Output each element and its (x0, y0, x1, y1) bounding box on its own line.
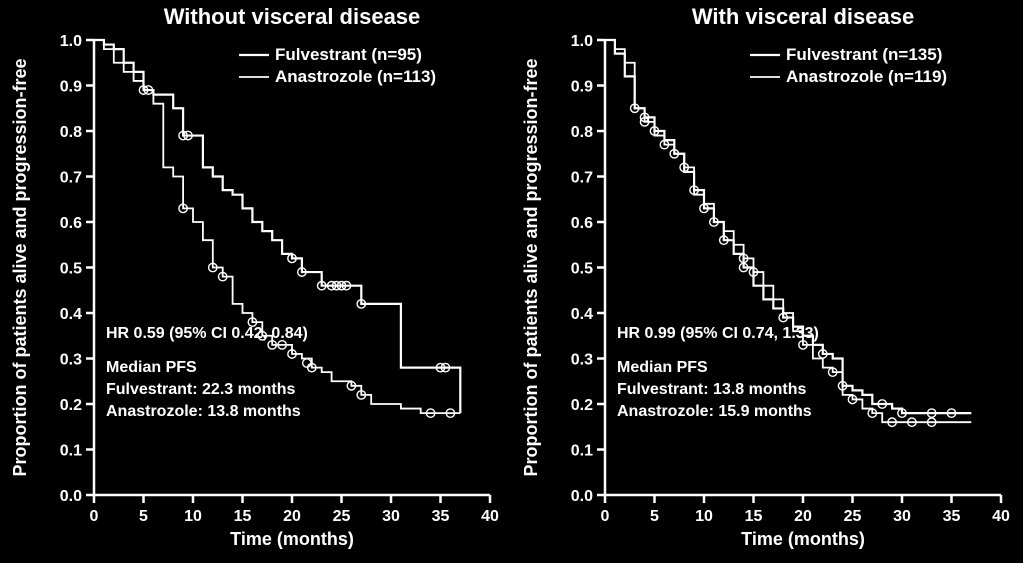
annotation-line: Fulvestrant: 22.3 months (106, 381, 295, 398)
y-tick-label: 0.8 (60, 124, 82, 141)
x-tick-label: 20 (794, 508, 812, 525)
x-tick-label: 40 (481, 508, 499, 525)
x-tick-label: 5 (650, 508, 659, 525)
panel-title: With visceral disease (692, 4, 914, 29)
y-tick-label: 0.5 (571, 261, 593, 278)
annotation-line: Anastrozole: 13.8 months (106, 403, 301, 420)
y-tick-label: 0.1 (571, 443, 593, 460)
y-axis-label: Proportion of patients alive and progres… (10, 58, 30, 476)
x-tick-label: 25 (333, 508, 351, 525)
y-tick-label: 0.5 (60, 261, 82, 278)
y-axis-label: Proportion of patients alive and progres… (521, 58, 541, 476)
annotation-line: HR 0.99 (95% CI 0.74, 1.33) (617, 325, 819, 342)
km-curve-fulvestrant (94, 40, 460, 413)
annotation-line: HR 0.59 (95% CI 0.42, 0.84) (106, 325, 308, 342)
y-tick-label: 0.0 (571, 488, 593, 505)
x-tick-label: 30 (893, 508, 911, 525)
y-tick-label: 0.4 (60, 306, 82, 323)
x-tick-label: 30 (382, 508, 400, 525)
legend-label: Anastrozole (n=113) (275, 67, 436, 86)
legend-label: Fulvestrant (n=95) (275, 45, 422, 64)
y-tick-label: 0.3 (571, 352, 593, 369)
y-tick-label: 0.7 (571, 170, 593, 187)
annotation-line: Fulvestrant: 13.8 months (617, 381, 806, 398)
annotation-line: Median PFS (617, 359, 708, 376)
x-tick-label: 10 (184, 508, 202, 525)
x-axis-label: Time (months) (230, 529, 354, 549)
y-tick-label: 0.4 (571, 306, 593, 323)
y-tick-label: 1.0 (60, 33, 82, 50)
panel-left: Without visceral disease 0.0 0.1 0.2 0.3 0.4 0… (10, 4, 499, 549)
panel-title: Without visceral disease (164, 4, 421, 29)
legend-label: Anastrozole (n=119) (786, 67, 947, 86)
annotation-line: Anastrozole: 15.9 months (617, 403, 812, 420)
x-tick-label: 35 (432, 508, 450, 525)
y-tick-label: 0.7 (60, 170, 82, 187)
x-tick-label: 15 (234, 508, 252, 525)
y-tick-label: 0.8 (571, 124, 593, 141)
y-tick-label: 0.6 (571, 215, 593, 232)
y-tick-label: 0.1 (60, 443, 82, 460)
y-tick-label: 0.2 (571, 397, 593, 414)
legend-label: Fulvestrant (n=135) (786, 45, 942, 64)
y-tick-label: 0.9 (571, 79, 593, 96)
km-chart: Without visceral disease 0.0 0.1 0.2 0.3 0.4 0… (0, 0, 1023, 563)
y-tick-label: 0.6 (60, 215, 82, 232)
x-tick-label: 20 (283, 508, 301, 525)
annotation-line: Median PFS (106, 359, 197, 376)
x-tick-label: 25 (844, 508, 862, 525)
y-tick-label: 0.3 (60, 352, 82, 369)
panel-right: With visceral disease 0.0 0.1 0.2 0.3 0.4 0.5 0… (521, 4, 1010, 549)
censor-marker (303, 359, 311, 367)
x-axis-label: Time (months) (741, 529, 865, 549)
y-tick-label: 0.9 (60, 79, 82, 96)
y-tick-label: 0.0 (60, 488, 82, 505)
km-curve-anastrozole (94, 40, 460, 413)
x-tick-label: 0 (601, 508, 610, 525)
x-tick-label: 5 (139, 508, 148, 525)
km-curve-fulvestrant (605, 40, 971, 413)
x-tick-label: 10 (695, 508, 713, 525)
x-tick-label: 15 (745, 508, 763, 525)
x-tick-label: 0 (90, 508, 99, 525)
x-tick-label: 40 (992, 508, 1010, 525)
y-tick-label: 0.2 (60, 397, 82, 414)
y-tick-label: 1.0 (571, 33, 593, 50)
x-tick-label: 35 (943, 508, 961, 525)
